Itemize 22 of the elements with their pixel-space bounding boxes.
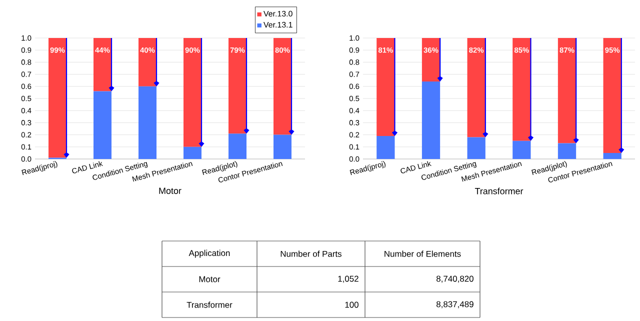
bar: [376, 136, 395, 159]
text: Number of Parts: [280, 250, 342, 257]
bar: [422, 82, 440, 159]
bar: [603, 152, 622, 159]
text: 8,740,820: [436, 276, 474, 283]
text: Motor: [199, 276, 220, 282]
text: Application: [188, 250, 230, 258]
bar: [467, 137, 486, 159]
text: 1,052: [338, 276, 358, 283]
text: 8,837,489: [436, 301, 474, 308]
text: Number of Elements: [384, 250, 461, 257]
bar: [138, 86, 157, 159]
bar: [512, 140, 531, 159]
text: Transformer: [186, 302, 232, 308]
bar: [184, 146, 202, 159]
text: 100: [345, 302, 358, 308]
bar: [228, 134, 246, 159]
bar: [558, 143, 576, 159]
bar: [274, 134, 292, 159]
bar: [94, 91, 112, 159]
x-axis-title: Transformer: [474, 188, 524, 194]
x-axis-title: Motor: [159, 188, 182, 194]
